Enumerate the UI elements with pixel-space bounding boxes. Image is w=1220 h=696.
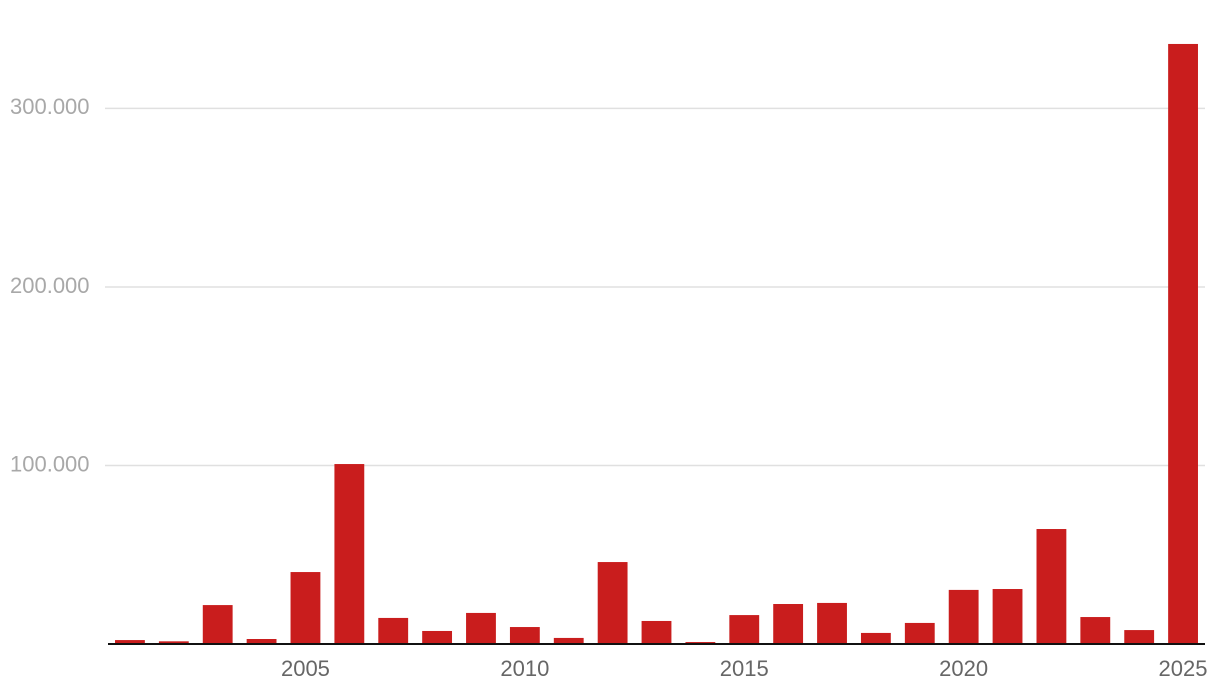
bar <box>597 562 628 644</box>
y-tick-label: 200.000 <box>10 273 90 298</box>
x-tick-label: 2015 <box>720 656 769 681</box>
x-tick-label: 2025 <box>1159 656 1208 681</box>
bar <box>992 589 1023 644</box>
bar <box>466 612 496 644</box>
x-tick-label: 2020 <box>939 656 988 681</box>
bar <box>553 637 584 644</box>
bar <box>1080 617 1111 644</box>
bar <box>904 622 935 644</box>
bar <box>246 639 277 644</box>
bar <box>860 632 891 644</box>
bar <box>334 464 365 644</box>
bar <box>290 572 321 644</box>
bar <box>158 641 189 644</box>
bar <box>115 640 145 644</box>
bar <box>378 617 409 644</box>
x-tick-label: 2005 <box>281 656 330 681</box>
bar <box>817 602 847 644</box>
bar <box>422 630 453 644</box>
bar <box>641 620 672 644</box>
bar <box>509 627 540 644</box>
x-tick-label: 2010 <box>500 656 549 681</box>
bar <box>773 604 804 644</box>
y-tick-label: 100.000 <box>10 451 90 476</box>
bar <box>1124 630 1155 644</box>
bar <box>948 589 979 644</box>
bar <box>1168 43 1198 644</box>
bar <box>1036 529 1067 644</box>
y-tick-label: 300.000 <box>10 94 90 119</box>
bar <box>729 615 760 644</box>
bar <box>202 605 233 644</box>
